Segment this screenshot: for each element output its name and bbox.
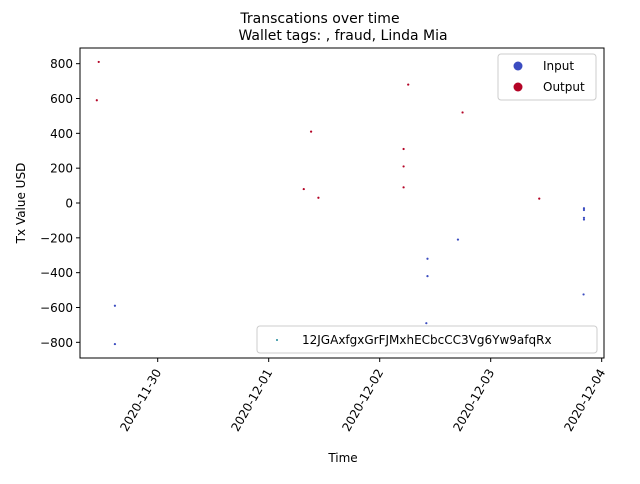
data-point-input [426, 275, 429, 278]
data-point-input [582, 208, 586, 212]
legend-bottom: 12JGAxfgxGrFJMxhECbcCC3Vg6Yw9afqRx [256, 325, 598, 354]
x-tick-label: 2020-12-01 [228, 367, 275, 434]
x-tick-label: 2020-11-30 [117, 367, 164, 434]
x-axis-label: Time [327, 451, 357, 465]
legend-address-label: 12JGAxfgxGrFJMxhECbcCC3Vg6Yw9afqRx [302, 333, 552, 347]
data-point-output [538, 197, 541, 200]
chart-title: Wallet tags: , fraud, Linda Mia [238, 28, 447, 44]
data-point-output [309, 130, 313, 133]
data-point-output [461, 111, 464, 114]
y-tick-label: 0 [65, 197, 73, 211]
y-tick-label: 600 [50, 92, 73, 106]
legend-output-label: Output [543, 80, 585, 94]
chart-suptitle: Transcations over time [239, 11, 399, 27]
data-point-output [97, 60, 100, 64]
y-tick-label: −600 [40, 301, 73, 315]
legend-input-marker [513, 61, 523, 71]
x-tick-label: 2020-12-04 [561, 367, 608, 434]
y-tick-label: 200 [50, 162, 73, 176]
data-point-output [302, 187, 305, 191]
y-axis-label: Tx Value USD [14, 163, 28, 245]
data-point-input [425, 322, 428, 325]
data-point-input [113, 342, 117, 346]
legend-output-marker [513, 82, 523, 92]
data-point-output [402, 186, 405, 189]
data-point-input [113, 304, 117, 307]
x-axis: 2020-11-30 2020-12-01 2020-12-02 2020-12-03… [117, 358, 608, 434]
legend-bottom-frame [256, 325, 598, 354]
data-point-output [402, 165, 405, 168]
data-point-input [582, 218, 586, 221]
data-point-input [456, 238, 460, 241]
y-tick-label: −400 [40, 266, 73, 280]
points-layer [95, 60, 586, 346]
data-point-output [402, 147, 405, 151]
legend-input-label: Input [543, 59, 574, 73]
data-point-input [582, 216, 586, 219]
y-axis: 800 600 400 200 0 −200 −400 −600 −800 [40, 57, 80, 350]
legend-top: Input Output [497, 53, 597, 101]
legend-address-marker [276, 339, 278, 341]
x-tick-label: 2020-12-03 [450, 367, 497, 434]
data-point-input [582, 207, 586, 210]
data-point-input [582, 293, 585, 296]
y-tick-label: 400 [50, 127, 73, 141]
data-point-output [317, 196, 320, 199]
y-tick-label: 800 [50, 57, 73, 71]
data-point-output [407, 83, 410, 86]
data-point-output [95, 99, 98, 102]
y-tick-label: −200 [40, 231, 73, 245]
legend-top-frame [497, 53, 597, 101]
x-tick-label: 2020-12-02 [339, 367, 386, 434]
y-tick-label: −800 [40, 336, 73, 350]
data-point-input [426, 257, 429, 260]
